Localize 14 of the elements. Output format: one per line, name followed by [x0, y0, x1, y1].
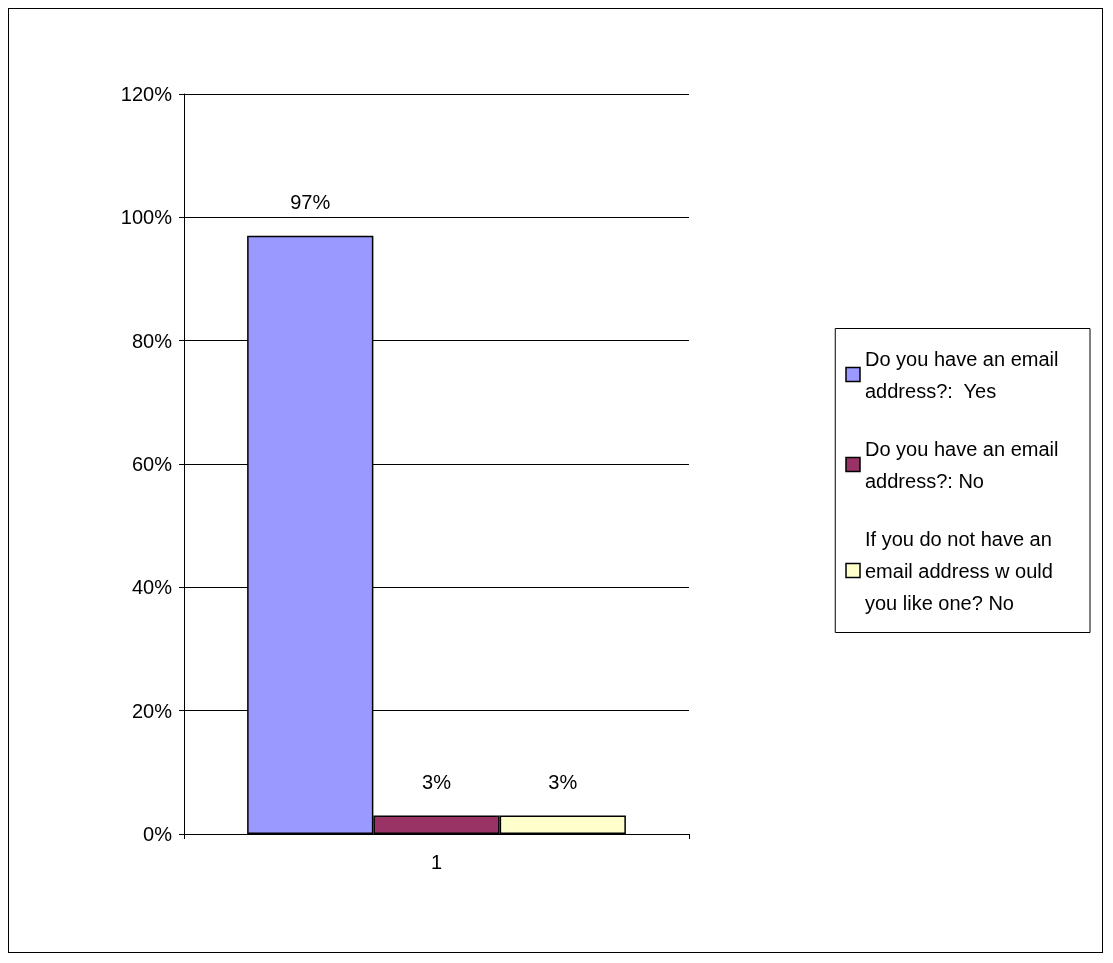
y-tick-label: 0% — [143, 823, 173, 845]
y-tick-label: 60% — [131, 453, 173, 475]
legend-label: If you do not have an email address w ould you like one? No — [865, 527, 1059, 614]
data-label: 3% — [422, 770, 452, 793]
y-tick-label: 20% — [131, 699, 173, 722]
legend-label: Do you have an email address?: No — [865, 437, 1065, 492]
x-tick-label: 1 — [430, 851, 443, 873]
y-tick-label: 40% — [131, 576, 173, 599]
data-label: 97% — [290, 190, 331, 213]
y-tick-label: 80% — [131, 329, 173, 352]
legend-label: Do you have an email address?: Yes — [865, 347, 1065, 402]
y-tick-label: 100% — [120, 206, 173, 229]
y-tick-label: 120% — [120, 83, 173, 105]
data-label: 3% — [548, 770, 578, 793]
